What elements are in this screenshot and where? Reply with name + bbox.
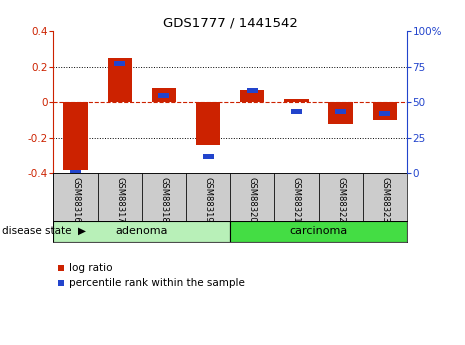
Text: percentile rank within the sample: percentile rank within the sample xyxy=(69,278,245,288)
Bar xyxy=(63,102,88,170)
Text: GSM88323: GSM88323 xyxy=(380,177,389,223)
Text: GSM88317: GSM88317 xyxy=(115,177,124,223)
Bar xyxy=(319,174,363,221)
Text: GSM88322: GSM88322 xyxy=(336,177,345,223)
Text: GSM88318: GSM88318 xyxy=(159,177,168,223)
Bar xyxy=(284,99,309,102)
Bar xyxy=(186,174,230,221)
Bar xyxy=(107,58,132,102)
Text: disease state  ▶: disease state ▶ xyxy=(2,226,86,236)
Bar xyxy=(363,174,407,221)
Bar xyxy=(335,109,346,114)
Text: GSM88319: GSM88319 xyxy=(204,177,213,223)
Bar xyxy=(53,174,98,221)
Bar xyxy=(159,93,169,98)
Text: carcinoma: carcinoma xyxy=(289,226,348,236)
Title: GDS1777 / 1441542: GDS1777 / 1441542 xyxy=(163,17,298,30)
Bar xyxy=(230,174,274,221)
Bar xyxy=(379,111,390,116)
Text: adenoma: adenoma xyxy=(116,226,168,236)
Text: GSM88320: GSM88320 xyxy=(248,177,257,223)
Bar xyxy=(152,88,176,102)
Bar xyxy=(247,88,258,93)
Text: GSM88321: GSM88321 xyxy=(292,177,301,223)
Bar xyxy=(114,61,125,66)
Bar xyxy=(328,102,353,124)
Bar xyxy=(291,109,302,114)
Text: log ratio: log ratio xyxy=(69,263,113,273)
Bar xyxy=(230,221,407,242)
Bar xyxy=(98,174,142,221)
Bar xyxy=(53,221,230,242)
Bar xyxy=(240,90,265,102)
Bar xyxy=(70,170,81,175)
Bar xyxy=(372,102,397,120)
Bar xyxy=(203,154,213,159)
Bar xyxy=(196,102,220,145)
Bar xyxy=(274,174,319,221)
Bar xyxy=(142,174,186,221)
Text: GSM88316: GSM88316 xyxy=(71,177,80,223)
